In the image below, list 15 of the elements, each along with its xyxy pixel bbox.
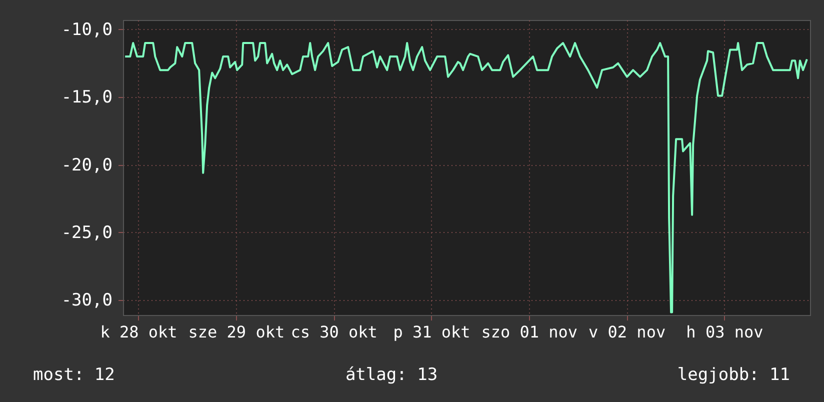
- x-tick-label: p 31 okt: [393, 322, 470, 342]
- text: most: 12: [33, 365, 115, 385]
- x-tick-label: v 02 nov: [588, 322, 666, 342]
- text: legjobb: 11: [677, 365, 790, 385]
- x-tick-label: szo 01 nov: [481, 322, 578, 342]
- y-tick-label: -25,0: [61, 222, 112, 243]
- text: átlag: 13: [345, 365, 438, 385]
- y-tick-label: -10,0: [61, 20, 112, 40]
- y-tick-label: -30,0: [61, 290, 112, 311]
- y-tick-label: -15,0: [61, 88, 112, 108]
- x-tick-label: cs 30 okt: [290, 322, 378, 342]
- x-tick-label: h 03 nov: [686, 322, 764, 342]
- x-tick-label: k 28 okt: [100, 322, 178, 342]
- y-tick-label: -20,0: [61, 155, 112, 176]
- x-tick-label: sze 29 okt: [188, 322, 285, 342]
